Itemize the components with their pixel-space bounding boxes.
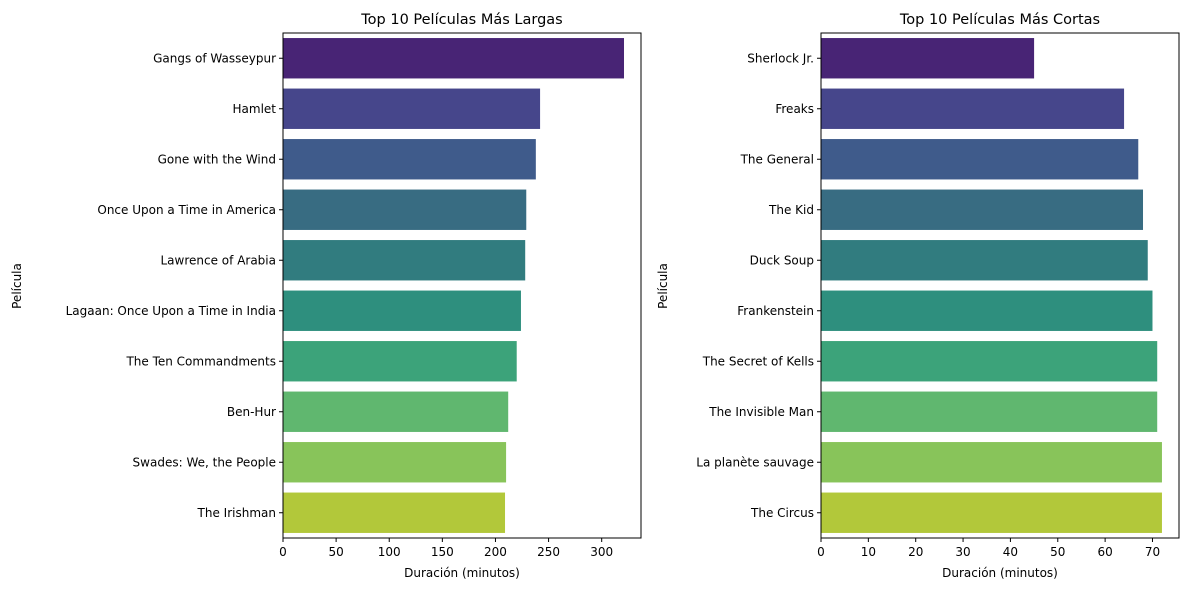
y-tick-label: La planète sauvage [696, 455, 814, 469]
y-tick-label: The Invisible Man [708, 405, 814, 419]
bar [283, 189, 527, 230]
bar [283, 492, 506, 533]
bar [283, 442, 507, 483]
chart-longest-films: Top 10 Películas Más Largas Gangs of Was… [10, 12, 642, 580]
bars [283, 38, 625, 533]
x-axis-label: Duración (minutos) [942, 566, 1058, 580]
x-tick-label: 100 [378, 545, 401, 559]
y-axis-label: Película [656, 263, 670, 309]
y-tick-label: Gangs of Wasseypur [153, 51, 276, 65]
bar [821, 290, 1153, 331]
plot-frame [820, 32, 1180, 539]
bar [821, 492, 1162, 533]
y-tick-label: Ben-Hur [227, 405, 276, 419]
x-tick-label: 200 [484, 545, 507, 559]
bar [821, 139, 1139, 180]
x-tick-label: 250 [537, 545, 560, 559]
y-tick-label: Duck Soup [750, 253, 814, 267]
y-tick-label: Hamlet [233, 102, 277, 116]
x-tick-label: 300 [590, 545, 613, 559]
bar [821, 38, 1035, 79]
x-tick-label: 50 [328, 545, 343, 559]
bar [821, 189, 1144, 230]
y-tick-label: Lawrence of Arabia [161, 253, 277, 267]
bar [821, 341, 1158, 382]
x-tick-label: 60 [1097, 545, 1112, 559]
y-axis-label: Película [10, 263, 24, 309]
y-tick-label: Sherlock Jr. [747, 51, 814, 65]
bar [283, 88, 541, 129]
y-tick-labels: Sherlock Jr. Freaks The General The Kid Duck… [696, 51, 821, 520]
bar [283, 139, 536, 180]
y-tick-label: Gone with the Wind [158, 152, 276, 166]
y-tick-label: Frankenstein [737, 304, 814, 318]
bars [821, 38, 1162, 533]
x-tick-label: 0 [279, 545, 287, 559]
x-axis-label: Duración (minutos) [404, 566, 520, 580]
y-tick-label: The General [740, 152, 814, 166]
bar [821, 391, 1158, 432]
chart-shortest-films: Top 10 Películas Más Cortas Sherlock Jr.… [656, 12, 1180, 580]
x-tick-label: 70 [1145, 545, 1160, 559]
y-tick-label: Swades: We, the People [133, 455, 276, 469]
bar [821, 442, 1162, 483]
x-tick-labels: 0 10 20 30 40 50 60 70 [817, 538, 1160, 559]
y-tick-label: Lagaan: Once Upon a Time in India [66, 304, 276, 318]
y-tick-label: The Secret of Kells [702, 354, 814, 368]
y-tick-label: The Circus [750, 506, 814, 520]
bar [283, 391, 509, 432]
y-tick-labels: Gangs of Wasseypur Hamlet Gone with the Wi… [66, 51, 283, 520]
bar [283, 240, 526, 281]
y-tick-label: The Kid [768, 203, 814, 217]
plot-frame [282, 32, 642, 539]
x-tick-label: 50 [1050, 545, 1065, 559]
x-tick-label: 0 [817, 545, 825, 559]
x-tick-label: 20 [908, 545, 923, 559]
chart-title: Top 10 Películas Más Largas [360, 12, 562, 28]
y-tick-label: The Irishman [197, 506, 276, 520]
x-tick-label: 30 [955, 545, 970, 559]
bar [821, 240, 1148, 281]
y-tick-label: Once Upon a Time in America [97, 203, 276, 217]
bar [283, 341, 517, 382]
y-tick-label: Freaks [775, 102, 814, 116]
bar [283, 38, 625, 79]
x-tick-labels: 0 50 100 150 200 250 300 [279, 538, 613, 559]
y-tick-label: The Ten Commandments [125, 354, 276, 368]
bar [821, 88, 1125, 129]
bar [283, 290, 521, 331]
x-tick-label: 10 [861, 545, 876, 559]
chart-title: Top 10 Películas Más Cortas [899, 12, 1100, 28]
x-tick-label: 40 [1003, 545, 1018, 559]
x-tick-label: 150 [431, 545, 454, 559]
